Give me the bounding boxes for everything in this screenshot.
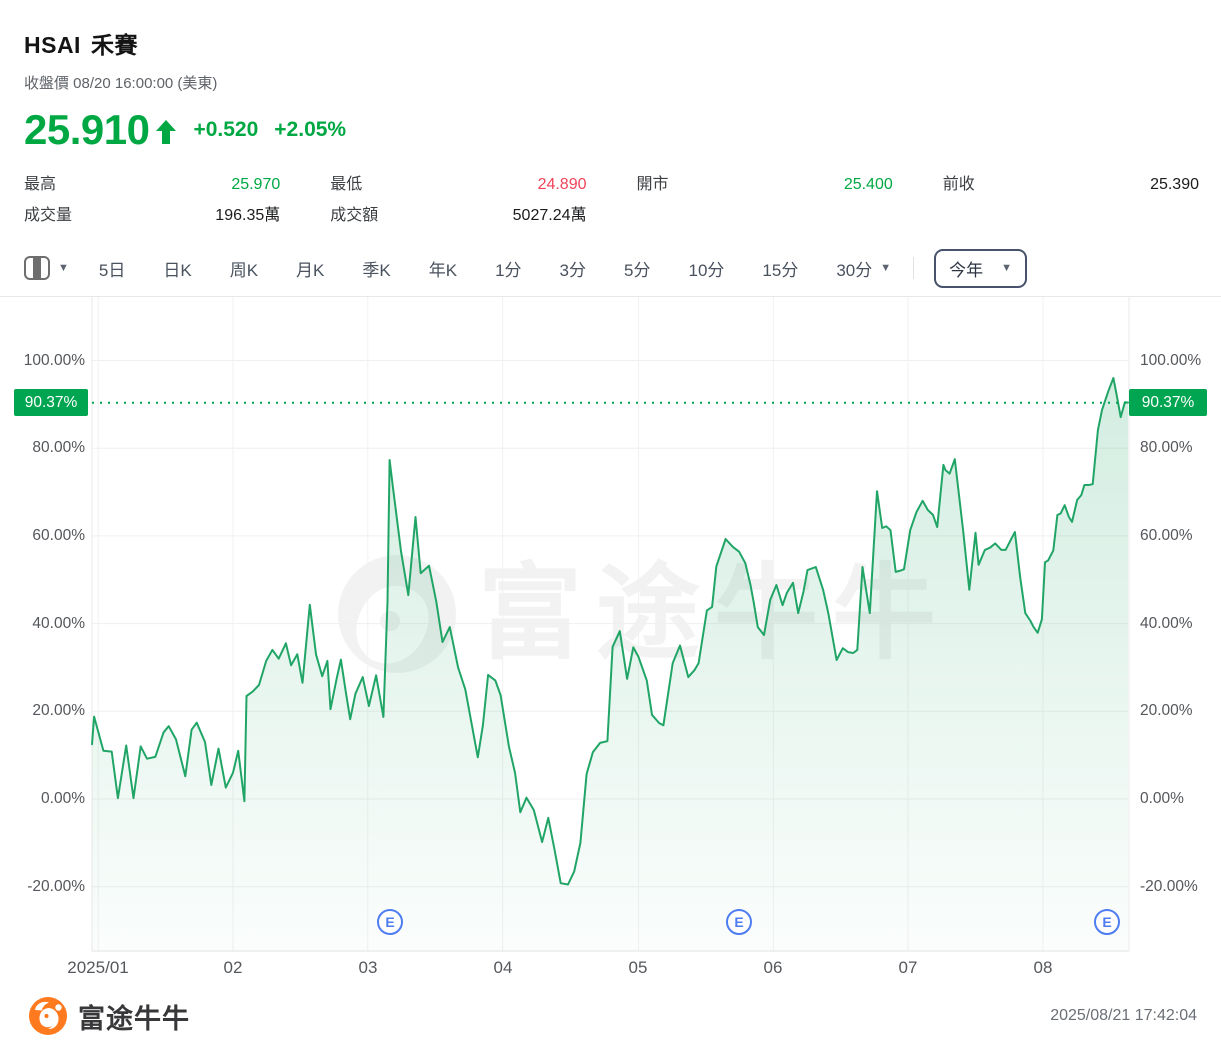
stock-symbol: HSAI	[24, 32, 81, 58]
brand-lockup: 富途牛牛	[28, 996, 190, 1036]
tab-30min-label: 30分	[836, 260, 873, 280]
y-axis-label-right: 20.00%	[1140, 702, 1193, 719]
tab-3min[interactable]: 3分	[559, 260, 587, 280]
y-axis-label-right: 60.00%	[1140, 527, 1193, 544]
tab-quarterly-k[interactable]: 季K	[362, 260, 391, 280]
earnings-marker[interactable]: E	[726, 909, 752, 935]
x-axis-label: 07	[898, 958, 918, 977]
area-fill	[92, 378, 1128, 950]
stat-value: 25.400	[843, 176, 893, 193]
chart-toolbar: ▼ 5日 日K 周K 月K 季K 年K 1分 3分 5分 10分 15分 30分 ▼ 今年 ▼	[0, 240, 1221, 297]
last-price: 25.910	[24, 106, 150, 153]
x-axis-label: 08	[1033, 958, 1053, 977]
stock-name: 禾賽	[90, 32, 138, 58]
x-axis-label: 06	[763, 958, 783, 977]
brand-name: 富途牛牛	[78, 1003, 190, 1034]
y-axis-label-left: 40.00%	[32, 615, 85, 632]
tab-15min[interactable]: 15分	[762, 260, 799, 280]
tab-weekly-k[interactable]: 周K	[229, 260, 259, 280]
chart-style-icon	[24, 256, 50, 280]
y-axis-label-left: -20.00%	[27, 878, 85, 895]
stat-value: 24.890	[537, 176, 587, 193]
chevron-down-icon: ▼	[880, 262, 892, 274]
stat-1: 最低 24.890	[330, 170, 587, 193]
quote-stats-grid: 最高 25.970 最低 24.890 開市 25.400 前收 25.390 成交量 196.3…	[24, 170, 1199, 224]
y-axis-label-left: 100.00%	[23, 352, 85, 369]
price-chart-area[interactable]: 富途牛牛 100.00%100.00%80.00%80.00%60.00%60.…	[0, 297, 1221, 985]
up-arrow-icon	[156, 120, 177, 144]
y-axis-label-right: -20.00%	[1140, 878, 1198, 895]
earnings-marker[interactable]: E	[1094, 909, 1120, 935]
stat-value: 25.970	[231, 176, 281, 193]
y-axis-label-left: 20.00%	[32, 702, 85, 719]
stat-0: 最高 25.970	[24, 170, 281, 193]
toolbar-divider	[913, 257, 915, 279]
tab-5min[interactable]: 5分	[624, 260, 651, 280]
x-axis-label: 02	[223, 958, 243, 977]
range-select-button[interactable]: 今年 ▼	[934, 248, 1028, 288]
price-row: 25.910 +0.520 +2.05%	[24, 106, 346, 154]
quote-session-status: 收盤價 08/20 16:00:00 (美東)	[24, 75, 218, 92]
chart-canvas[interactable]	[0, 297, 1221, 952]
range-select-label: 今年	[949, 260, 984, 280]
x-axis-label: 03	[358, 958, 378, 977]
tab-10min[interactable]: 10分	[688, 260, 725, 280]
y-axis-label-right: 0.00%	[1140, 790, 1184, 807]
earnings-marker[interactable]: E	[377, 909, 403, 935]
price-change-percent: +2.05%	[274, 118, 347, 141]
chevron-down-icon: ▼	[58, 262, 69, 274]
stat-label: 最高	[24, 176, 57, 193]
stat-5: 成交額 5027.24萬	[330, 201, 587, 224]
stat-label: 成交量	[24, 207, 73, 224]
stat-label: 最低	[330, 176, 363, 193]
y-axis-label-right: 100.00%	[1140, 352, 1202, 369]
y-axis-label-left: 0.00%	[41, 790, 85, 807]
x-axis-label: 05	[628, 958, 648, 977]
stat-label: 前收	[942, 176, 975, 193]
tab-daily-k[interactable]: 日K	[163, 260, 192, 280]
tab-30min-dropdown[interactable]: 30分 ▼	[836, 256, 891, 281]
chart-style-button[interactable]: ▼	[24, 256, 69, 280]
tab-5d[interactable]: 5日	[98, 260, 126, 280]
last-value-badge-right: 90.37%	[1129, 389, 1207, 416]
snapshot-timestamp: 2025/08/21 17:42:04	[1050, 1007, 1197, 1024]
futu-bull-logo-icon	[29, 997, 67, 1035]
stat-4: 成交量 196.35萬	[24, 201, 281, 224]
period-tabs: 5日 日K 周K 月K 季K 年K 1分 3分 5分 10分 15分	[99, 256, 798, 281]
y-axis-label-left: 80.00%	[32, 439, 85, 456]
last-value-badge-left: 90.37%	[14, 389, 88, 416]
chevron-down-icon: ▼	[1001, 262, 1013, 274]
x-axis-label: 04	[493, 958, 513, 977]
stat-value: 196.35萬	[215, 207, 281, 224]
stock-title: HSAI 禾賽	[24, 26, 138, 60]
stat-value: 25.390	[1150, 176, 1199, 193]
price-line	[91, 377, 1129, 886]
y-axis-label-right: 80.00%	[1140, 439, 1193, 456]
stat-label: 成交額	[330, 207, 379, 224]
y-axis-label-left: 60.00%	[32, 527, 85, 544]
page-footer: 富途牛牛 2025/08/21 17:42:04	[0, 985, 1221, 1055]
tab-yearly-k[interactable]: 年K	[428, 260, 458, 280]
tab-1min[interactable]: 1分	[495, 260, 522, 280]
stat-label: 開市	[636, 176, 669, 193]
tab-monthly-k[interactable]: 月K	[296, 260, 325, 280]
x-axis-label: 2025/01	[67, 958, 129, 977]
y-axis-label-right: 40.00%	[1140, 615, 1193, 632]
quote-header: HSAI 禾賽 收盤價 08/20 16:00:00 (美東) 25.910 +0…	[0, 0, 1221, 240]
stat-2: 開市 25.400	[636, 170, 893, 193]
stat-3: 前收 25.390	[942, 170, 1199, 193]
stat-value: 5027.24萬	[512, 207, 587, 224]
price-change: +0.520	[193, 118, 259, 141]
